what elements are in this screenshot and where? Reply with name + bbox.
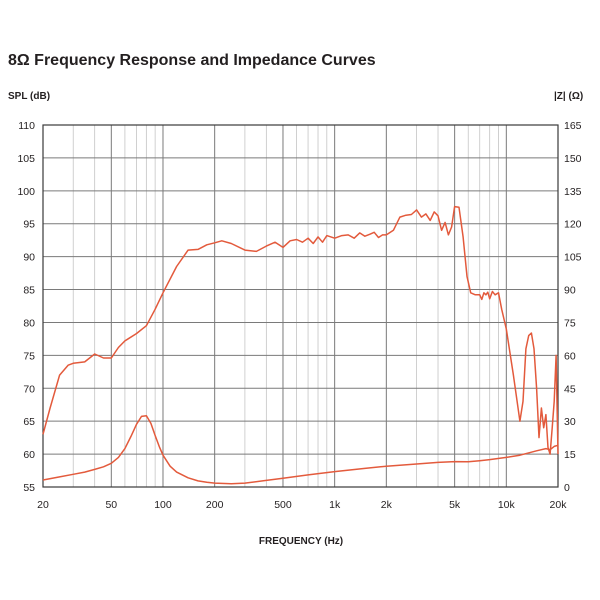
- tick-labels: 20 50 100 200 500 1k 2k 5k 10k 20k 110 105 100 95 90 85…: [17, 120, 581, 511]
- y-tick-label-left: 80: [23, 317, 35, 329]
- y-tick-label-left: 55: [23, 482, 35, 494]
- x-tick-label: 1k: [329, 499, 341, 511]
- y-tick-label-left: 100: [17, 186, 35, 198]
- y-tick-label-right: 45: [564, 383, 576, 395]
- x-tick-label: 10k: [498, 499, 516, 511]
- x-tick-label: 50: [105, 499, 117, 511]
- y-axis-label-left: SPL (dB): [8, 91, 50, 102]
- y-tick-label-left: 60: [23, 449, 35, 461]
- y-tick-label-right: 165: [564, 120, 582, 132]
- y-tick-label-right: 105: [564, 252, 582, 264]
- spl-curve: [42, 205, 559, 455]
- y-tick-label-left: 90: [23, 252, 35, 264]
- plot-frame: [42, 124, 559, 488]
- chart-title: 8Ω Frequency Response and Impedance Curv…: [8, 52, 376, 69]
- x-tick-label: 20: [37, 499, 49, 511]
- y-tick-label-right: 120: [564, 219, 582, 231]
- y-tick-label-right: 60: [564, 350, 576, 362]
- series-lines: [42, 205, 559, 485]
- grid: [42, 124, 559, 488]
- x-axis-label: FREQUENCY (Hz): [259, 536, 343, 547]
- y-tick-label-right: 135: [564, 186, 582, 198]
- y-tick-label-right: 90: [564, 285, 576, 297]
- y-tick-label-left: 95: [23, 219, 35, 231]
- y-tick-label-right: 0: [564, 482, 570, 494]
- y-tick-label-left: 75: [23, 350, 35, 362]
- y-tick-label-left: 105: [17, 153, 35, 165]
- x-tick-label: 5k: [449, 499, 461, 511]
- x-tick-label: 500: [274, 499, 292, 511]
- x-tick-label: 100: [154, 499, 172, 511]
- x-tick-label: 200: [206, 499, 224, 511]
- y-tick-label-left: 65: [23, 416, 35, 428]
- impedance-curve: [42, 414, 559, 485]
- x-tick-label: 2k: [381, 499, 393, 511]
- y-tick-label-right: 30: [564, 416, 576, 428]
- y-tick-label-left: 110: [18, 120, 35, 132]
- y-tick-label-left: 70: [23, 383, 35, 395]
- y-tick-label-right: 150: [564, 153, 582, 165]
- y-tick-label-left: 85: [23, 285, 35, 297]
- x-tick-label: 20k: [550, 499, 568, 511]
- y-tick-label-right: 15: [564, 449, 576, 461]
- y-axis-label-right: |Z| (Ω): [554, 91, 583, 102]
- y-tick-label-right: 75: [564, 317, 576, 329]
